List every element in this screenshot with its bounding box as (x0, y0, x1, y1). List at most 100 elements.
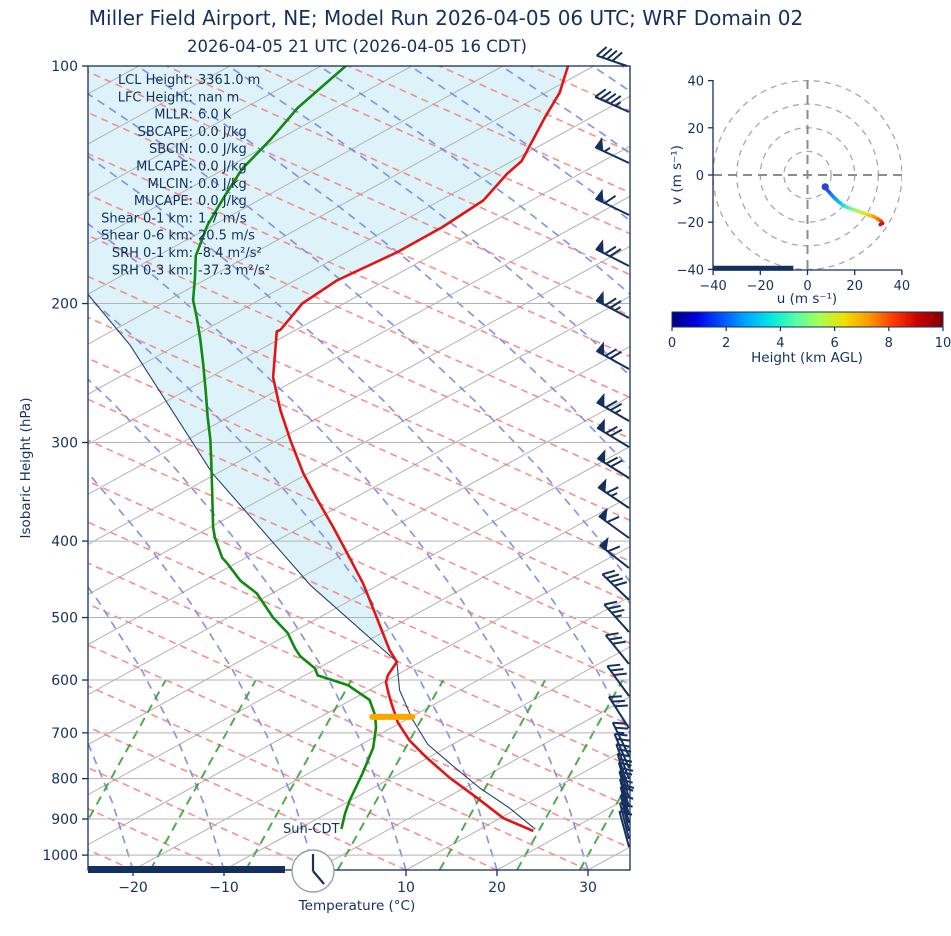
barb-pennant (595, 290, 604, 306)
barb-full-feather (611, 608, 625, 614)
stats-line-label: SRH 0-3 km: (112, 263, 193, 278)
stats-line-label: LCL Height: (118, 73, 193, 88)
moist-adiabat-line (318, 66, 630, 296)
moist-adiabat-line (227, 66, 630, 377)
wind-barb (597, 478, 630, 509)
isotherm-line (88, 66, 595, 345)
wind-barb (595, 290, 630, 319)
barb-full-feather (610, 428, 623, 437)
stats-line-label: SBCIN: (149, 142, 193, 157)
wind-barb (603, 600, 630, 633)
profiles-clipped (88, 66, 570, 833)
barb-full-feather (605, 632, 619, 637)
barb-full-feather (610, 577, 624, 583)
wind-barb (599, 536, 630, 569)
barb-full-feather (610, 668, 624, 672)
moist-adiabat-line (591, 66, 630, 93)
hodograph-v-tick-label: −20 (677, 216, 704, 231)
barb-half-feather (617, 731, 625, 735)
hodograph-u-tick-label: 20 (846, 279, 863, 294)
barb-full-feather (609, 300, 622, 309)
wind-barb (594, 188, 630, 216)
barb-full-feather (619, 802, 633, 808)
stats-line-value: 0.0 J/kg (198, 160, 247, 175)
barb-full-feather (604, 297, 617, 307)
barb-pennant (595, 341, 605, 356)
stats-line-label: SRH 0-1 km: (112, 246, 193, 261)
barb-full-feather (611, 699, 625, 703)
barb-full-feather (618, 748, 632, 753)
barb-full-feather (604, 600, 618, 606)
barb-full-feather (604, 245, 617, 255)
dewpoint-curve (191, 66, 378, 830)
barb-half-feather (614, 101, 622, 107)
stats-line-label: MLLR: (154, 108, 193, 123)
barb-full-feather (599, 90, 612, 100)
dry-adiabat-line (439, 66, 630, 153)
barb-full-feather (613, 581, 628, 587)
isotherm-line (132, 596, 630, 870)
moist-adiabat-line (88, 585, 225, 870)
barb-full-feather (604, 92, 617, 103)
barb-full-feather (620, 766, 634, 772)
barb-full-feather (609, 402, 623, 412)
moist-adiabat-line (88, 296, 498, 870)
barb-full-feather (620, 785, 634, 792)
hodograph-range-ring (783, 150, 832, 200)
dry-adiabat-line (88, 152, 630, 399)
temperature-tick-label: 30 (579, 880, 597, 896)
stats-line-label: Shear 0-1 km: (101, 211, 193, 226)
colorbar-tick-label: 0 (668, 336, 676, 351)
isotherm-line (223, 646, 630, 870)
dry-adiabat-line (88, 193, 630, 440)
barb-half-feather (614, 408, 622, 414)
x-axis-label: Temperature (°C) (298, 898, 416, 914)
mixing-ratio-line (149, 679, 257, 870)
isotherm-line (88, 195, 630, 495)
hodograph-v-tick-label: 20 (687, 122, 704, 137)
dry-adiabat-line (88, 644, 589, 870)
wind-barb (618, 770, 633, 808)
wind-barb (606, 663, 630, 697)
hodograph-v-tick-label: 40 (687, 75, 704, 90)
barb-full-feather (615, 726, 629, 730)
height-colorbar: 0 2 4 6 8 10 (668, 311, 951, 351)
stats-line-label: MLCIN: (148, 177, 193, 192)
barb-full-feather (594, 88, 607, 98)
moist-adiabat-line (88, 378, 407, 870)
hodograph-u-axis-label: u (m s⁻¹) (777, 291, 837, 307)
hodograph-u-tick-label: 0 (803, 279, 811, 294)
barb-full-feather (617, 752, 631, 758)
colorbar-gradient (671, 311, 944, 328)
wind-barb (595, 239, 630, 267)
hodograph-u-tick-label: −20 (747, 279, 774, 294)
wind-barb-column (594, 46, 635, 848)
skewt-background-lines (88, 66, 951, 870)
isotherm-line (88, 66, 504, 295)
wind-barb (594, 88, 630, 113)
temperature-tick-label: −20 (118, 880, 148, 896)
barb-full-feather (619, 758, 633, 763)
barb-half-feather (614, 306, 621, 312)
isotherm-line (88, 546, 630, 846)
page-title: Miller Field Airport, NE; Model Run 2026… (89, 6, 803, 30)
mixing-ratio-line (628, 867, 630, 870)
isotherm-line (679, 66, 951, 870)
barb-half-feather (615, 614, 622, 618)
stats-line-label: MUCAPE: (134, 194, 193, 209)
barb-full-feather (616, 743, 630, 748)
barb-full-feather (606, 49, 618, 60)
barb-full-feather (614, 732, 628, 737)
stats-line-value: 0.0 J/kg (198, 125, 247, 140)
barb-full-feather (612, 721, 626, 725)
barb-full-feather (609, 636, 623, 641)
barb-half-feather (621, 807, 628, 812)
barb-half-feather (603, 146, 611, 153)
stats-line-label: MLCAPE: (136, 160, 193, 175)
stats-line-label: LFC Height: (118, 90, 193, 105)
temperature-tick-label: −10 (209, 880, 239, 896)
stats-line-value: 0.0 J/kg (198, 142, 247, 157)
stats-line-value: nan m (198, 90, 239, 105)
moist-adiabat-line (88, 471, 316, 870)
